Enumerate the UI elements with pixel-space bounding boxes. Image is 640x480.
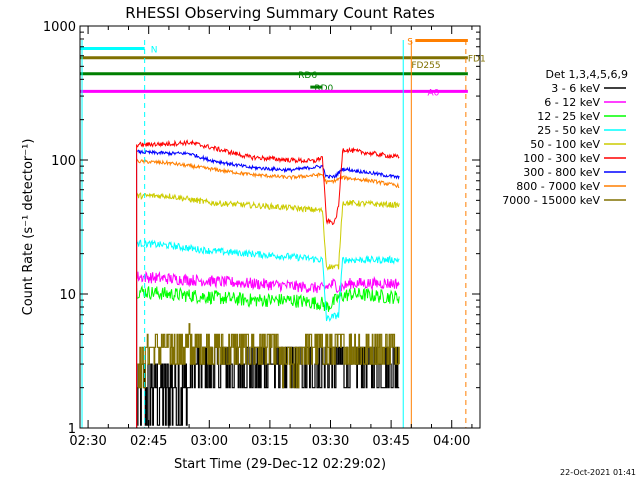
x-axis-label: Start Time (29-Dec-12 02:29:02): [174, 457, 386, 472]
x-tick-label: 03:15: [251, 434, 288, 449]
series-line: [136, 239, 400, 428]
series-line: [136, 192, 400, 428]
x-tick-label: 02:45: [130, 434, 167, 449]
legend-entry-label: 800 - 7000 keV: [516, 180, 600, 193]
legend-entry-label: 3 - 6 keV: [551, 82, 600, 95]
y-tick-label: 1000: [43, 20, 76, 35]
series-line: [136, 270, 400, 428]
flag-label: FD1: [468, 55, 486, 65]
series-layer: [136, 139, 400, 428]
series-line: [136, 158, 400, 428]
flag-label: A0: [427, 88, 439, 98]
x-tick-label: 02:30: [69, 434, 106, 449]
legend-entry-label: 12 - 25 keV: [537, 110, 600, 123]
legend-entry-label: 25 - 50 keV: [537, 124, 600, 137]
flag-bars: N S FD1 FD255 RD6 RD0 A0: [80, 37, 486, 98]
legend-entry-label: 7000 - 15000 keV: [502, 194, 600, 207]
flag-label: S: [407, 37, 413, 47]
legend-entry-label: 300 - 800 keV: [523, 166, 600, 179]
flag-label: N: [151, 45, 158, 55]
x-tick-label: 03:30: [312, 434, 349, 449]
y-tick-label: 1: [68, 422, 76, 437]
legend-entry-label: 6 - 12 keV: [544, 96, 600, 109]
plot-frame: [79, 25, 481, 429]
flag-label: RD6: [298, 71, 317, 81]
x-tick-label: 04:00: [433, 434, 470, 449]
x-tick-label: 03:00: [191, 434, 228, 449]
legend-entry-label: 100 - 300 keV: [523, 152, 600, 165]
footer-stamp: 22-Oct-2021 01:41: [560, 468, 636, 477]
flag-label: FD255: [411, 61, 440, 71]
series-line: [136, 149, 400, 428]
flag-label: RD0: [314, 84, 333, 94]
series-line: [136, 284, 400, 428]
y-axis: 1 10 100 1000: [43, 20, 480, 437]
y-tick-label: 100: [51, 154, 76, 169]
legend-title: Det 1,3,4,5,6,9: [545, 68, 628, 81]
chart-title: RHESSI Observing Summary Count Rates: [125, 4, 435, 22]
series-line: [136, 323, 400, 428]
y-axis-label: Count Rate (s⁻¹ detector⁻¹): [21, 139, 36, 316]
vertical-markers: [81, 40, 467, 428]
legend-entry-label: 50 - 100 keV: [530, 138, 600, 151]
x-axis: 02:30 02:45 03:00 03:15 03:30 03:45 04:00: [69, 26, 473, 449]
series-line: [136, 139, 400, 428]
x-tick-label: 03:45: [372, 434, 409, 449]
y-tick-label: 10: [59, 288, 76, 303]
